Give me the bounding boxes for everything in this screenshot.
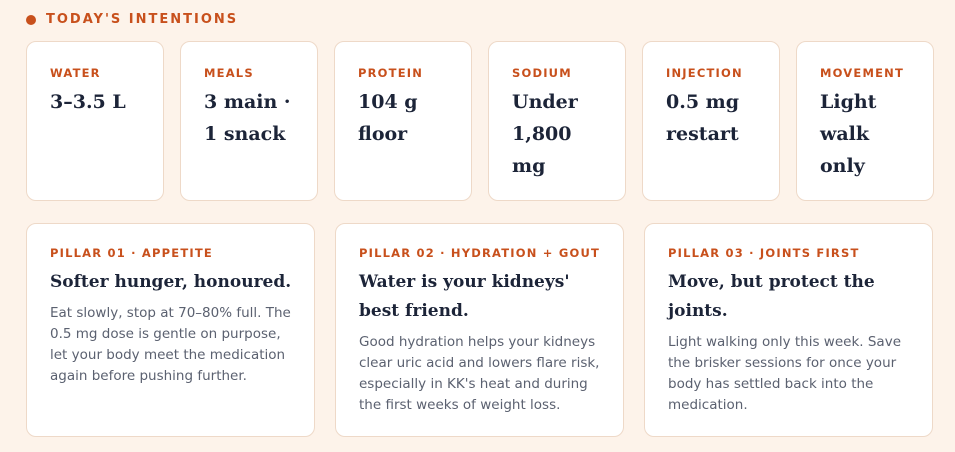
pillar-card: PILLAR 01 · APPETITE Softer hunger, honou…: [26, 223, 315, 437]
pillar-card: PILLAR 03 · JOINTS FIRST Move, but protec…: [644, 223, 933, 437]
stat-value: 0.5 mg restart: [666, 91, 740, 145]
stat-label: INJECTION: [666, 66, 743, 80]
pillar-body: Light walking only this week. Save the b…: [668, 334, 901, 413]
pillar-label: PILLAR 03 · JOINTS FIRST: [668, 246, 860, 260]
stat-card: PROTEIN 104 g floor: [334, 41, 472, 201]
pillar-title: Water is your kidneys' best friend.: [359, 272, 570, 321]
pillar-card: PILLAR 02 · HYDRATION + GOUT Water is you…: [335, 223, 624, 437]
stat-label: WATER: [50, 66, 101, 80]
stat-card: SODIUM Under 1,800 mg: [488, 41, 626, 201]
stat-label: MOVEMENT: [820, 66, 905, 80]
stat-card: MOVEMENT Light walk only: [796, 41, 934, 201]
stat-card: INJECTION 0.5 mg restart: [642, 41, 780, 201]
stat-card: MEALS 3 main · 1 snack: [180, 41, 318, 201]
stat-value: 3 main · 1 snack: [204, 91, 291, 145]
section-header: TODAY'S INTENTIONS: [26, 12, 238, 27]
stat-label: SODIUM: [512, 66, 572, 80]
dot: [26, 14, 36, 25]
section-title: TODAY'S INTENTIONS: [46, 12, 239, 27]
stat-value: Under 1,800 mg: [512, 91, 578, 177]
stat-value: 104 g floor: [358, 91, 418, 145]
pillar-label: PILLAR 02 · HYDRATION + GOUT: [359, 246, 601, 260]
stat-card: WATER 3–3.5 L: [26, 41, 164, 201]
pillar-body: Good hydration helps your kidneys clear …: [359, 334, 600, 413]
stat-value: Light walk only: [820, 91, 877, 177]
stat-label: MEALS: [204, 66, 254, 80]
pillar-label: PILLAR 01 · APPETITE: [50, 246, 213, 260]
stat-label: PROTEIN: [358, 66, 424, 80]
pillar-title: Softer hunger, honoured.: [50, 272, 292, 292]
pillar-body: Eat slowly, stop at 70–80% full. The 0.5…: [50, 305, 291, 384]
stat-value: 3–3.5 L: [50, 91, 126, 113]
pillar-title: Move, but protect the joints.: [668, 272, 875, 321]
